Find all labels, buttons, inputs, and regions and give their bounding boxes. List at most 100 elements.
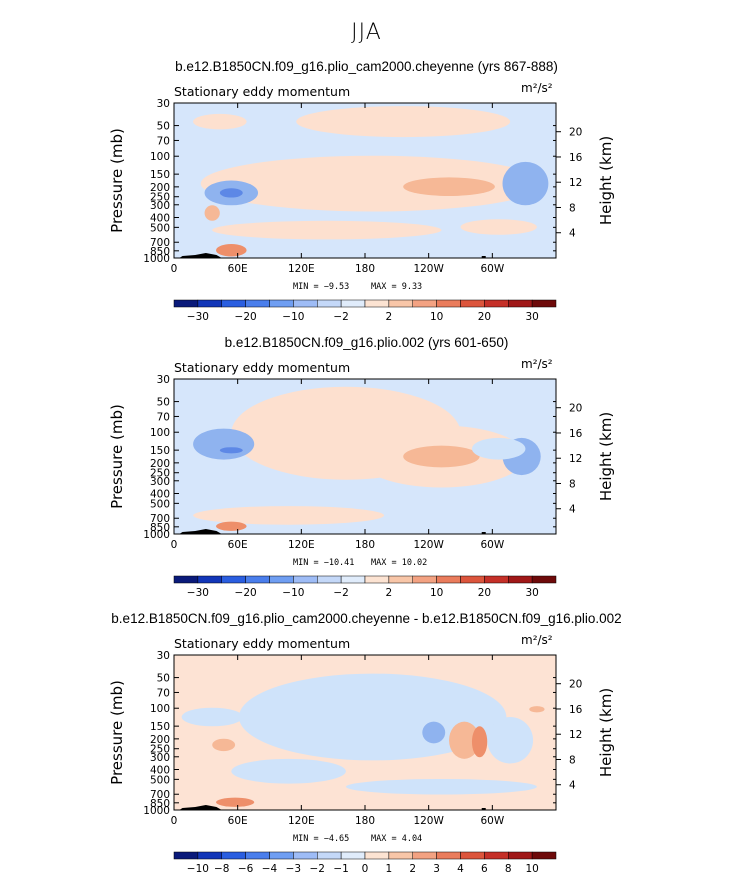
x-tick-label: 0 xyxy=(171,539,178,551)
x-tick-label: 0 xyxy=(171,815,178,827)
contour-region xyxy=(529,706,545,713)
y-tick-label: 700 xyxy=(150,789,170,801)
colorbar-swatch xyxy=(173,299,199,308)
colorbar-swatch xyxy=(340,851,366,860)
y-tick-label: 200 xyxy=(150,182,170,194)
y-tick-label: 30 xyxy=(157,374,170,386)
panel-2-plot xyxy=(173,378,561,584)
colorbar-swatch xyxy=(484,299,509,308)
colorbar-swatch xyxy=(412,299,437,308)
y2-axis-label: Height (km) xyxy=(597,136,615,225)
y-tick-label: 300 xyxy=(150,752,170,764)
colorbar-swatch xyxy=(245,575,270,584)
colorbar-label: −10 xyxy=(187,863,209,875)
y-axis-label: Pressure (mb) xyxy=(108,680,126,785)
y-tick-label: 70 xyxy=(157,411,170,423)
colorbar-swatch xyxy=(364,575,390,584)
colorbar-label: 10 xyxy=(525,863,538,875)
colorbar-swatch xyxy=(388,575,413,584)
colorbar-swatch xyxy=(364,851,390,860)
colorbar-swatch xyxy=(484,851,509,860)
y2-tick-label: 20 xyxy=(569,127,582,139)
panel-3-plot xyxy=(173,654,561,860)
y2-tick-label: 16 xyxy=(569,152,583,164)
x-tick-label: 60W xyxy=(480,263,504,275)
colorbar-swatch xyxy=(436,851,461,860)
colorbar-label: 20 xyxy=(478,311,491,323)
contour-region xyxy=(193,506,385,525)
colorbar-swatch xyxy=(508,851,533,860)
colorbar-label: 2 xyxy=(409,863,416,875)
colorbar-swatch xyxy=(340,299,366,308)
panel-2-subtitle: Stationary eddy momentum xyxy=(174,360,351,375)
topography xyxy=(481,808,486,810)
panel-3-title: b.e12.B1850CN.f09_g16.plio_cam2000.cheye… xyxy=(111,611,622,626)
colorbar-swatch xyxy=(317,299,342,308)
y-tick-label: 300 xyxy=(150,200,170,212)
y-tick-label: 30 xyxy=(157,98,170,110)
colorbar-swatch xyxy=(293,299,318,308)
contour-region xyxy=(193,428,255,460)
colorbar-swatch xyxy=(484,575,509,584)
colorbar-swatch xyxy=(221,851,246,860)
y-tick-label: 700 xyxy=(150,237,170,249)
colorbar-swatch xyxy=(221,299,246,308)
y2-tick-label: 12 xyxy=(569,453,582,465)
colorbar-label: 3 xyxy=(433,863,440,875)
y2-tick-label: 4 xyxy=(569,780,576,792)
y-tick-label: 1000 xyxy=(143,529,170,541)
colorbar-swatch xyxy=(531,851,557,860)
y-tick-label: 30 xyxy=(157,650,170,662)
contour-region xyxy=(502,161,549,206)
contour-region xyxy=(216,797,255,807)
panel-3-min: MIN = −4.65 xyxy=(293,834,350,844)
x-tick-label: 180 xyxy=(355,539,375,551)
contour-region xyxy=(471,437,526,460)
y-tick-label: 50 xyxy=(157,121,170,133)
x-tick-label: 120W xyxy=(413,263,444,275)
contour-region xyxy=(219,447,243,454)
y-tick-label: 500 xyxy=(150,774,170,786)
colorbar-swatch xyxy=(460,575,485,584)
panel-2-title: b.e12.B1850CN.f09_g16.plio.002 (yrs 601-… xyxy=(224,335,509,350)
panel-3-subtitle: Stationary eddy momentum xyxy=(174,636,351,651)
contour-region xyxy=(193,113,247,130)
colorbar-label: 0 xyxy=(362,863,369,875)
colorbar-label: 10 xyxy=(430,587,443,599)
colorbar-label: 30 xyxy=(525,587,538,599)
colorbar-swatch xyxy=(531,575,557,584)
contour-region xyxy=(449,721,480,759)
y-tick-label: 100 xyxy=(150,151,170,163)
colorbar-label: −2 xyxy=(333,587,348,599)
colorbar-swatch xyxy=(364,299,390,308)
x-tick-label: 0 xyxy=(171,263,178,275)
y2-tick-label: 8 xyxy=(569,754,576,766)
colorbar-swatch xyxy=(269,851,294,860)
colorbar-label: −2 xyxy=(310,863,325,875)
y-tick-label: 200 xyxy=(150,458,170,470)
contour-region xyxy=(219,188,243,198)
y-tick-label: 150 xyxy=(150,169,170,181)
colorbar-swatch xyxy=(293,851,318,860)
colorbar-label: −1 xyxy=(333,863,348,875)
panel-1-units: m²/s² xyxy=(521,81,553,95)
colorbar-label: 20 xyxy=(478,587,491,599)
x-tick-label: 60W xyxy=(480,539,504,551)
contour-region xyxy=(460,219,537,235)
colorbar-swatch xyxy=(340,575,366,584)
topography xyxy=(179,805,222,810)
x-tick-label: 60E xyxy=(228,815,248,827)
y-axis-label: Pressure (mb) xyxy=(108,128,126,233)
colorbar-swatch xyxy=(436,575,461,584)
y-tick-label: 150 xyxy=(150,445,170,457)
colorbar-swatch xyxy=(531,299,557,308)
y-tick-label: 50 xyxy=(157,673,170,685)
panel-1-max: MAX = 9.33 xyxy=(371,282,423,292)
colorbar-swatch xyxy=(317,851,342,860)
y2-tick-label: 4 xyxy=(569,228,576,240)
colorbar-swatch xyxy=(221,575,246,584)
colorbar-label: −6 xyxy=(238,863,254,875)
colorbar-label: −10 xyxy=(282,311,304,323)
x-tick-label: 180 xyxy=(355,815,375,827)
x-tick-label: 60W xyxy=(480,815,504,827)
